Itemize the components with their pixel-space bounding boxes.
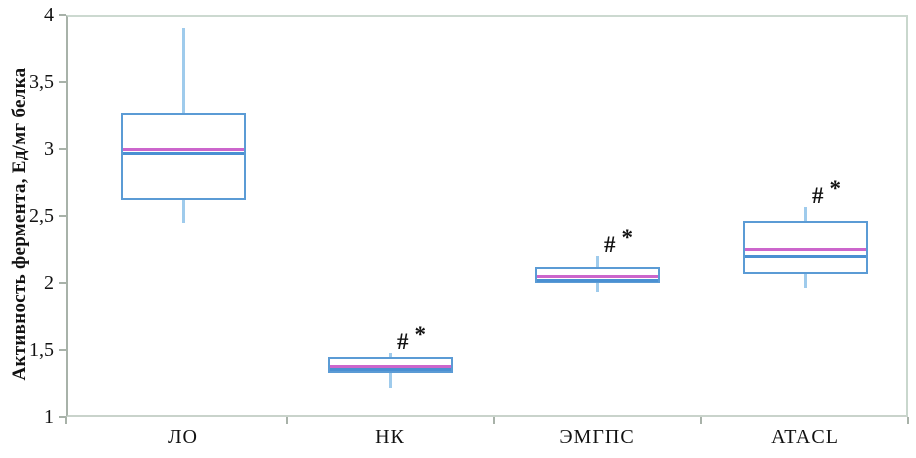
- asterisk-marker: *: [414, 321, 427, 347]
- hash-marker: #: [812, 182, 824, 208]
- y-tick-mark: [59, 349, 66, 351]
- median-line: [744, 255, 866, 259]
- mean-line: [744, 248, 866, 251]
- y-tick-label: 3,5: [29, 71, 54, 93]
- x-category-label-1: ЛО: [167, 426, 198, 448]
- y-tick-label: 2: [44, 272, 54, 294]
- y-tick-label: 3: [44, 138, 54, 160]
- hash-marker: #: [604, 232, 616, 258]
- y-tick-mark: [59, 282, 66, 284]
- y-tick-mark: [59, 148, 66, 150]
- y-tick-label: 1: [44, 406, 54, 428]
- significance-annotation: # *: [812, 177, 841, 210]
- x-tick-mark: [907, 417, 909, 424]
- y-tick-mark: [59, 416, 66, 418]
- asterisk-marker: *: [621, 225, 634, 251]
- median-line: [536, 279, 658, 283]
- y-tick-label: 2,5: [29, 205, 54, 227]
- mean-line: [122, 147, 244, 151]
- asterisk-marker: *: [829, 175, 842, 201]
- box-iqr: [120, 112, 246, 200]
- x-category-label-2: НК: [375, 426, 405, 448]
- mean-line: [536, 274, 658, 278]
- y-tick-mark: [59, 14, 66, 16]
- hash-marker: #: [397, 328, 409, 354]
- y-tick-mark: [59, 81, 66, 83]
- x-category-label-3: ЭМГПС: [559, 426, 635, 448]
- significance-annotation: # *: [604, 226, 633, 259]
- x-tick-mark: [286, 417, 288, 424]
- median-line: [122, 152, 244, 156]
- box-iqr: [742, 221, 868, 274]
- x-category-label-4: ATACL: [771, 426, 839, 448]
- x-tick-mark: [65, 417, 67, 424]
- y-tick-label: 4: [44, 4, 54, 26]
- y-tick-mark: [59, 215, 66, 217]
- plot-area: [66, 15, 908, 417]
- mean-line: [329, 364, 451, 368]
- y-tick-label: 1,5: [29, 339, 54, 361]
- x-tick-mark: [493, 417, 495, 424]
- x-tick-mark: [700, 417, 702, 424]
- significance-annotation: # *: [397, 323, 426, 356]
- median-line: [329, 367, 451, 371]
